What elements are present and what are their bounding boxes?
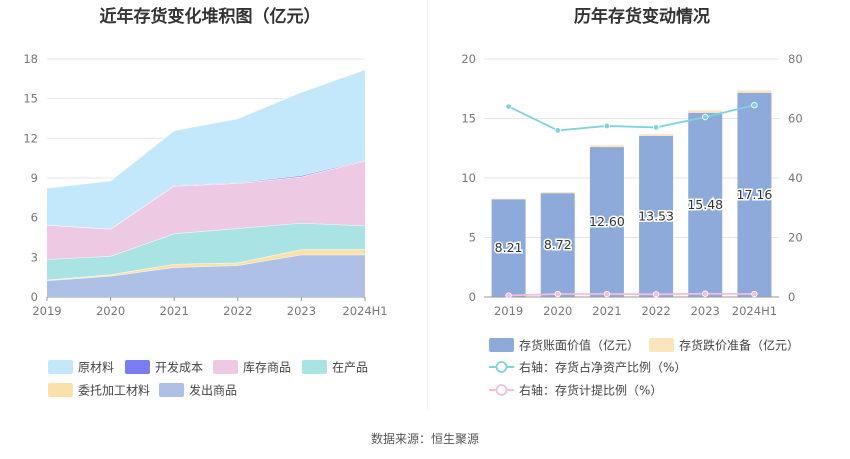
bar-value-label: 12.60 bbox=[589, 214, 625, 229]
legend-label: 开发成本 bbox=[155, 360, 203, 375]
y-tick-label: 9 bbox=[31, 171, 38, 185]
bar bbox=[540, 193, 575, 297]
y-tick-label: 10 bbox=[461, 171, 476, 185]
legend-label: 存货跌价准备（亿元） bbox=[679, 338, 799, 353]
x-tick-label: 2022 bbox=[223, 304, 252, 318]
y-tick-label: 15 bbox=[461, 112, 476, 126]
y2-tick-label: 80 bbox=[788, 52, 803, 66]
stacked-area-chart: 0 3 6 9 12 15 18 2019 2020 2021 2022 2023 2024H1 原材料 开… bbox=[23, 52, 387, 398]
y2-tick-label: 20 bbox=[788, 231, 803, 245]
bar-cap bbox=[540, 192, 575, 194]
legend-label: 右轴：存货占净资产比例（%） bbox=[519, 360, 686, 375]
x-tick-label: 2023 bbox=[287, 304, 316, 318]
area-series bbox=[47, 249, 365, 281]
line-point bbox=[702, 290, 709, 297]
bar-cap bbox=[589, 145, 624, 148]
right-chart-title: 历年存货变动情况 bbox=[574, 7, 710, 27]
x-tick-label: 2024H1 bbox=[342, 304, 387, 318]
line-point bbox=[505, 292, 512, 299]
y-tick-label: 15 bbox=[23, 92, 38, 106]
bar bbox=[688, 112, 723, 298]
line-point bbox=[751, 290, 758, 298]
bar bbox=[639, 135, 674, 297]
line-point bbox=[652, 291, 660, 298]
line-point bbox=[554, 127, 561, 134]
bar bbox=[491, 199, 526, 297]
x-tick-label: 2020 bbox=[543, 304, 572, 318]
series-line bbox=[508, 292, 755, 297]
legend-swatch bbox=[48, 360, 73, 374]
y-tick-label: 12 bbox=[23, 131, 38, 145]
bar-value-label: 13.53 bbox=[638, 208, 674, 223]
area-series bbox=[47, 254, 365, 297]
legend-label: 原材料 bbox=[78, 361, 114, 375]
x-tick-label: 2022 bbox=[641, 304, 670, 318]
x-tick-label: 2019 bbox=[32, 304, 61, 318]
x-tick-label: 2023 bbox=[691, 304, 720, 318]
x-tick-label: 2021 bbox=[160, 304, 189, 318]
legend-label: 存货账面价值（亿元） bbox=[519, 338, 639, 353]
bar-value-label: 8.21 bbox=[495, 240, 523, 255]
bar-cap bbox=[737, 90, 772, 93]
x-tick-label: 2020 bbox=[96, 304, 125, 318]
area-boundary bbox=[46, 69, 366, 189]
line-point bbox=[603, 290, 611, 298]
y-tick-label: 5 bbox=[469, 231, 476, 245]
bar-value-label: 15.48 bbox=[687, 197, 723, 212]
y2-tick-label: 60 bbox=[788, 112, 803, 126]
panel-divider bbox=[427, 0, 428, 410]
data-source: 数据来源：恒生聚源 bbox=[370, 432, 479, 446]
bar bbox=[589, 147, 624, 297]
legend-label: 在产品 bbox=[332, 361, 368, 375]
legend-marker bbox=[495, 384, 508, 396]
line-point bbox=[505, 103, 512, 110]
y-tick-label: 20 bbox=[461, 52, 476, 66]
legend-swatch bbox=[649, 338, 674, 352]
legend-label: 发出商品 bbox=[189, 383, 237, 398]
area-series bbox=[47, 69, 365, 229]
bar bbox=[737, 92, 772, 298]
y-tick-label: 0 bbox=[469, 290, 476, 304]
line-point bbox=[554, 290, 561, 298]
legend-marker bbox=[495, 361, 508, 373]
legend-label: 委托加工材料 bbox=[78, 384, 150, 398]
legend-label: 右轴：存货计提比例（%） bbox=[519, 383, 662, 398]
bar-value-label: 17.16 bbox=[737, 187, 773, 202]
bar-cap bbox=[491, 198, 526, 200]
left-chart-title: 近年存货变化堆积图（亿元） bbox=[99, 7, 321, 27]
y-tick-label: 3 bbox=[31, 250, 38, 264]
bar-cap bbox=[688, 110, 723, 113]
legend-label: 库存商品 bbox=[243, 360, 291, 375]
line-point bbox=[652, 124, 660, 131]
y2-tick-label: 0 bbox=[788, 290, 795, 304]
legend-swatch bbox=[48, 383, 73, 397]
line-point bbox=[751, 101, 758, 109]
legend-swatch bbox=[489, 338, 514, 352]
x-tick-label: 2021 bbox=[592, 304, 621, 318]
bar-value-label: 8.72 bbox=[544, 237, 572, 252]
y-tick-label: 18 bbox=[23, 52, 38, 66]
legend-swatch bbox=[159, 383, 184, 397]
x-tick-label: 2024H1 bbox=[732, 304, 777, 318]
line-point bbox=[603, 122, 611, 130]
y2-tick-label: 40 bbox=[788, 171, 803, 185]
series-line bbox=[508, 104, 755, 132]
y-tick-label: 6 bbox=[31, 211, 38, 225]
bar-cap bbox=[639, 134, 674, 136]
y-tick-label: 0 bbox=[31, 290, 38, 304]
area-series bbox=[47, 160, 365, 260]
legend-swatch bbox=[125, 360, 150, 374]
legend-swatch bbox=[302, 360, 327, 374]
x-tick-label: 2019 bbox=[494, 304, 523, 318]
area-series bbox=[47, 222, 365, 280]
inventory-bar-line-chart: 0 5 10 15 20 0 20 40 60 80 8.21 8.72 12.60 13.53 15.48… bbox=[461, 52, 803, 398]
line-point bbox=[702, 113, 709, 121]
legend-swatch bbox=[213, 360, 238, 374]
